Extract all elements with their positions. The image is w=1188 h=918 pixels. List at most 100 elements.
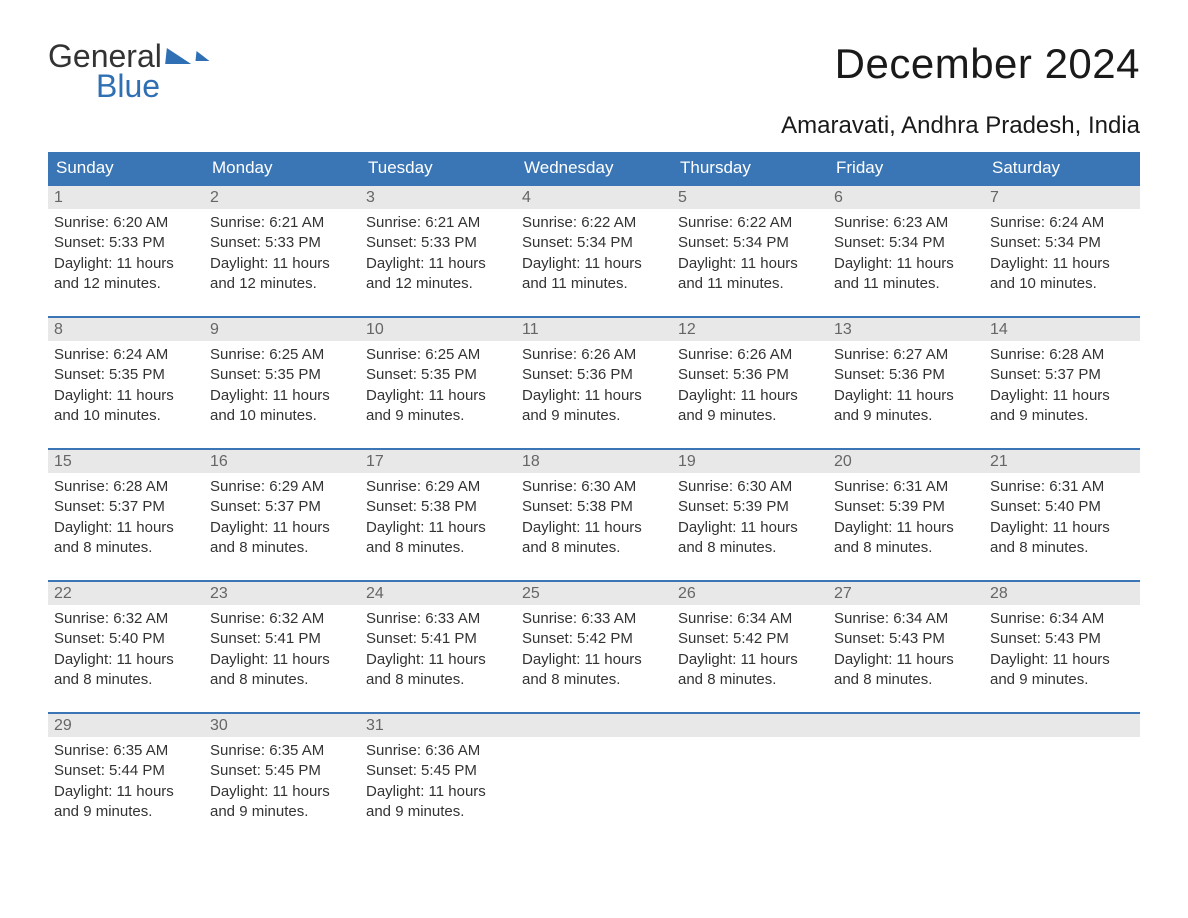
daylight-line: Daylight: 11 hours and 11 minutes. bbox=[678, 254, 822, 295]
day-number: 2 bbox=[204, 186, 360, 209]
day-cell bbox=[984, 713, 1140, 845]
daylight-line: Daylight: 11 hours and 8 minutes. bbox=[990, 518, 1134, 559]
weekday-header: Sunday bbox=[48, 152, 204, 185]
day-number: 8 bbox=[48, 318, 204, 341]
day-number: 21 bbox=[984, 450, 1140, 473]
daylight-line: Daylight: 11 hours and 8 minutes. bbox=[210, 650, 354, 691]
day-number: 11 bbox=[516, 318, 672, 341]
day-number: 23 bbox=[204, 582, 360, 605]
day-details: Sunrise: 6:22 AMSunset: 5:34 PMDaylight:… bbox=[672, 209, 828, 300]
daylight-line: Daylight: 11 hours and 9 minutes. bbox=[210, 782, 354, 823]
day-number: 5 bbox=[672, 186, 828, 209]
sunset-line: Sunset: 5:39 PM bbox=[834, 497, 978, 517]
day-details: Sunrise: 6:24 AMSunset: 5:35 PMDaylight:… bbox=[48, 341, 204, 432]
day-cell: 13Sunrise: 6:27 AMSunset: 5:36 PMDayligh… bbox=[828, 317, 984, 449]
sunset-line: Sunset: 5:43 PM bbox=[834, 629, 978, 649]
header: General Blue December 2024 bbox=[48, 40, 1140, 102]
sunrise-line: Sunrise: 6:20 AM bbox=[54, 213, 198, 233]
day-cell: 14Sunrise: 6:28 AMSunset: 5:37 PMDayligh… bbox=[984, 317, 1140, 449]
daylight-line: Daylight: 11 hours and 12 minutes. bbox=[54, 254, 198, 295]
day-cell: 19Sunrise: 6:30 AMSunset: 5:39 PMDayligh… bbox=[672, 449, 828, 581]
month-title: December 2024 bbox=[835, 40, 1140, 88]
day-number-empty bbox=[672, 714, 828, 737]
day-number: 6 bbox=[828, 186, 984, 209]
sunset-line: Sunset: 5:34 PM bbox=[678, 233, 822, 253]
daylight-line: Daylight: 11 hours and 8 minutes. bbox=[54, 650, 198, 691]
day-number: 28 bbox=[984, 582, 1140, 605]
day-number: 22 bbox=[48, 582, 204, 605]
day-details: Sunrise: 6:33 AMSunset: 5:41 PMDaylight:… bbox=[360, 605, 516, 696]
daylight-line: Daylight: 11 hours and 8 minutes. bbox=[522, 518, 666, 559]
day-number: 15 bbox=[48, 450, 204, 473]
day-cell: 6Sunrise: 6:23 AMSunset: 5:34 PMDaylight… bbox=[828, 185, 984, 317]
sunset-line: Sunset: 5:34 PM bbox=[990, 233, 1134, 253]
day-details: Sunrise: 6:27 AMSunset: 5:36 PMDaylight:… bbox=[828, 341, 984, 432]
day-cell: 1Sunrise: 6:20 AMSunset: 5:33 PMDaylight… bbox=[48, 185, 204, 317]
day-details: Sunrise: 6:34 AMSunset: 5:43 PMDaylight:… bbox=[984, 605, 1140, 696]
day-number-empty bbox=[828, 714, 984, 737]
day-cell: 22Sunrise: 6:32 AMSunset: 5:40 PMDayligh… bbox=[48, 581, 204, 713]
weekday-header: Saturday bbox=[984, 152, 1140, 185]
day-number: 30 bbox=[204, 714, 360, 737]
day-cell: 7Sunrise: 6:24 AMSunset: 5:34 PMDaylight… bbox=[984, 185, 1140, 317]
day-number: 14 bbox=[984, 318, 1140, 341]
day-details: Sunrise: 6:28 AMSunset: 5:37 PMDaylight:… bbox=[48, 473, 204, 564]
day-number: 12 bbox=[672, 318, 828, 341]
location-subtitle: Amaravati, Andhra Pradesh, India bbox=[48, 112, 1140, 140]
day-number: 19 bbox=[672, 450, 828, 473]
day-cell: 21Sunrise: 6:31 AMSunset: 5:40 PMDayligh… bbox=[984, 449, 1140, 581]
daylight-line: Daylight: 11 hours and 10 minutes. bbox=[54, 386, 198, 427]
sunset-line: Sunset: 5:42 PM bbox=[522, 629, 666, 649]
day-cell: 30Sunrise: 6:35 AMSunset: 5:45 PMDayligh… bbox=[204, 713, 360, 845]
sunset-line: Sunset: 5:36 PM bbox=[678, 365, 822, 385]
daylight-line: Daylight: 11 hours and 12 minutes. bbox=[366, 254, 510, 295]
day-details: Sunrise: 6:29 AMSunset: 5:37 PMDaylight:… bbox=[204, 473, 360, 564]
day-details: Sunrise: 6:25 AMSunset: 5:35 PMDaylight:… bbox=[360, 341, 516, 432]
weekday-header: Tuesday bbox=[360, 152, 516, 185]
daylight-line: Daylight: 11 hours and 9 minutes. bbox=[54, 782, 198, 823]
day-details: Sunrise: 6:35 AMSunset: 5:44 PMDaylight:… bbox=[48, 737, 204, 828]
day-cell: 20Sunrise: 6:31 AMSunset: 5:39 PMDayligh… bbox=[828, 449, 984, 581]
week-row: 1Sunrise: 6:20 AMSunset: 5:33 PMDaylight… bbox=[48, 185, 1140, 317]
sunset-line: Sunset: 5:40 PM bbox=[54, 629, 198, 649]
daylight-line: Daylight: 11 hours and 8 minutes. bbox=[834, 650, 978, 691]
daylight-line: Daylight: 11 hours and 9 minutes. bbox=[366, 782, 510, 823]
day-details: Sunrise: 6:21 AMSunset: 5:33 PMDaylight:… bbox=[360, 209, 516, 300]
sunset-line: Sunset: 5:41 PM bbox=[366, 629, 510, 649]
day-cell: 26Sunrise: 6:34 AMSunset: 5:42 PMDayligh… bbox=[672, 581, 828, 713]
day-details: Sunrise: 6:34 AMSunset: 5:42 PMDaylight:… bbox=[672, 605, 828, 696]
day-details: Sunrise: 6:32 AMSunset: 5:40 PMDaylight:… bbox=[48, 605, 204, 696]
day-number: 10 bbox=[360, 318, 516, 341]
day-number: 18 bbox=[516, 450, 672, 473]
sunrise-line: Sunrise: 6:31 AM bbox=[990, 477, 1134, 497]
sunset-line: Sunset: 5:37 PM bbox=[54, 497, 198, 517]
daylight-line: Daylight: 11 hours and 9 minutes. bbox=[990, 386, 1134, 427]
sunrise-line: Sunrise: 6:21 AM bbox=[366, 213, 510, 233]
day-cell bbox=[828, 713, 984, 845]
daylight-line: Daylight: 11 hours and 11 minutes. bbox=[834, 254, 978, 295]
sunset-line: Sunset: 5:41 PM bbox=[210, 629, 354, 649]
daylight-line: Daylight: 11 hours and 8 minutes. bbox=[678, 518, 822, 559]
brand-logo: General Blue bbox=[48, 40, 210, 102]
day-number: 7 bbox=[984, 186, 1140, 209]
day-cell: 9Sunrise: 6:25 AMSunset: 5:35 PMDaylight… bbox=[204, 317, 360, 449]
logo-flag-icon bbox=[165, 48, 193, 64]
day-number: 25 bbox=[516, 582, 672, 605]
daylight-line: Daylight: 11 hours and 12 minutes. bbox=[210, 254, 354, 295]
day-number: 27 bbox=[828, 582, 984, 605]
day-number: 31 bbox=[360, 714, 516, 737]
sunrise-line: Sunrise: 6:28 AM bbox=[990, 345, 1134, 365]
day-cell: 12Sunrise: 6:26 AMSunset: 5:36 PMDayligh… bbox=[672, 317, 828, 449]
calendar-table: Sunday Monday Tuesday Wednesday Thursday… bbox=[48, 152, 1140, 845]
weekday-header: Wednesday bbox=[516, 152, 672, 185]
day-cell: 5Sunrise: 6:22 AMSunset: 5:34 PMDaylight… bbox=[672, 185, 828, 317]
day-details: Sunrise: 6:21 AMSunset: 5:33 PMDaylight:… bbox=[204, 209, 360, 300]
day-details: Sunrise: 6:31 AMSunset: 5:39 PMDaylight:… bbox=[828, 473, 984, 564]
sunset-line: Sunset: 5:34 PM bbox=[834, 233, 978, 253]
sunrise-line: Sunrise: 6:26 AM bbox=[678, 345, 822, 365]
sunset-line: Sunset: 5:33 PM bbox=[366, 233, 510, 253]
weekday-header: Monday bbox=[204, 152, 360, 185]
daylight-line: Daylight: 11 hours and 9 minutes. bbox=[990, 650, 1134, 691]
day-cell: 18Sunrise: 6:30 AMSunset: 5:38 PMDayligh… bbox=[516, 449, 672, 581]
sunset-line: Sunset: 5:35 PM bbox=[210, 365, 354, 385]
